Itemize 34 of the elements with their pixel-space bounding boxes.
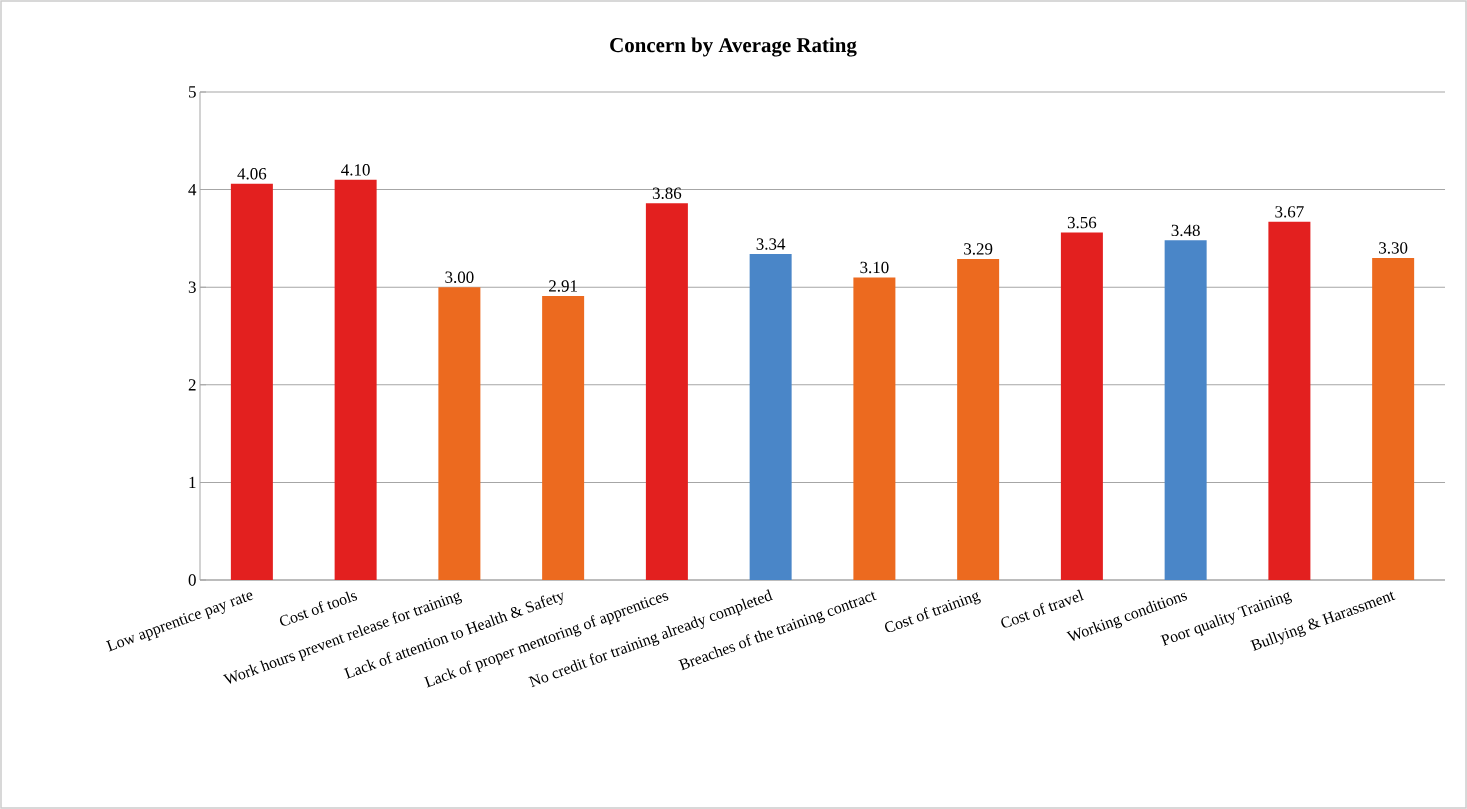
data-label: 3.48 xyxy=(1171,224,1200,237)
x-tick-label: Cost of tools xyxy=(279,591,358,626)
x-tick-label: Cost of training xyxy=(885,591,981,633)
bar xyxy=(1372,257,1415,580)
bar xyxy=(645,203,688,580)
y-tick-label: 1 xyxy=(189,476,196,488)
bar xyxy=(230,183,273,580)
data-label: 2.91 xyxy=(549,280,577,292)
data-label: 3.86 xyxy=(652,187,682,200)
data-label: 4.10 xyxy=(341,164,370,176)
x-tick-label: Cost of travel xyxy=(1001,589,1085,628)
bar xyxy=(1060,232,1103,580)
bar xyxy=(542,295,585,580)
data-label: 3.29 xyxy=(964,243,993,255)
bar xyxy=(957,258,1000,580)
data-label: 3.67 xyxy=(1275,206,1304,218)
data-label: 4.06 xyxy=(237,168,267,180)
data-label: 3.00 xyxy=(445,271,474,283)
bar xyxy=(1164,240,1207,580)
bar xyxy=(438,287,481,580)
y-tick-label: 2 xyxy=(188,379,196,391)
bar xyxy=(749,254,792,580)
data-label: 3.10 xyxy=(860,261,889,274)
data-label: 3.30 xyxy=(1379,242,1408,254)
y-tick-label: 0 xyxy=(188,574,196,586)
chart-title: Concern by Average Rating xyxy=(610,37,857,57)
y-tick-label: 5 xyxy=(189,86,196,98)
y-tick-label: 3 xyxy=(188,281,196,293)
bar xyxy=(853,277,896,580)
data-label: 3.56 xyxy=(1067,216,1097,229)
bar xyxy=(1268,221,1311,580)
data-label: 3.34 xyxy=(756,238,786,250)
y-tick-label: 4 xyxy=(188,184,197,196)
bar xyxy=(334,179,377,580)
